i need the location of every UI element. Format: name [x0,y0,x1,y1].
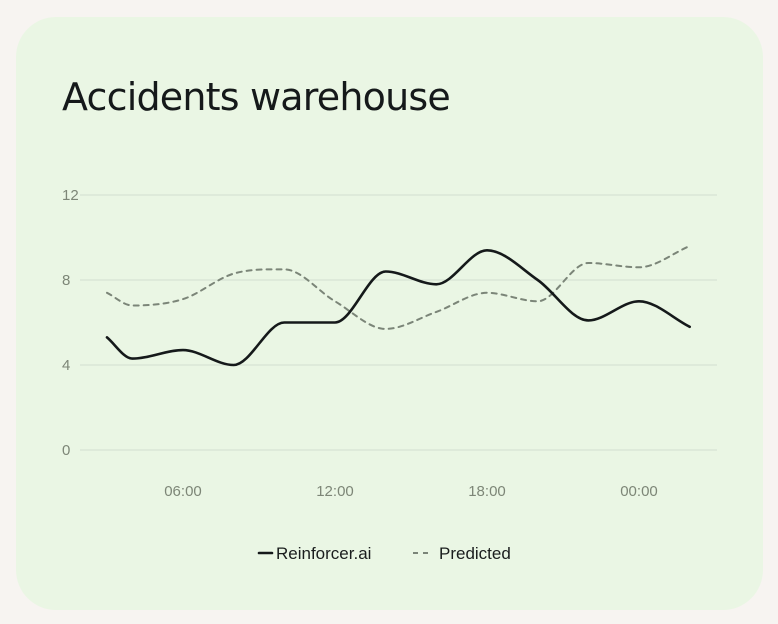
legend: Reinforcer.ai Predicted [257,544,511,563]
legend-label-reinforcer: Reinforcer.ai [276,544,371,563]
grid-lines [80,194,717,451]
x-axis-ticks: 06:00 12:00 18:00 00:00 [164,483,658,500]
x-tick-label: 18:00 [468,483,506,500]
reinforcer-series-line [105,249,691,367]
y-axis-ticks: 0 4 8 12 [62,187,79,459]
chart-title: Accidents warehouse [62,75,451,119]
chart-card [16,17,763,610]
x-tick-label: 12:00 [316,483,354,500]
y-tick-label: 4 [62,357,70,374]
x-tick-label: 06:00 [164,483,202,500]
series-lines [105,245,691,367]
predicted-series-line [106,245,691,330]
legend-label-predicted: Predicted [439,544,511,563]
y-tick-label: 8 [62,272,70,289]
x-tick-label: 00:00 [620,483,658,500]
y-tick-label: 0 [62,442,70,459]
y-tick-label: 12 [62,187,79,204]
